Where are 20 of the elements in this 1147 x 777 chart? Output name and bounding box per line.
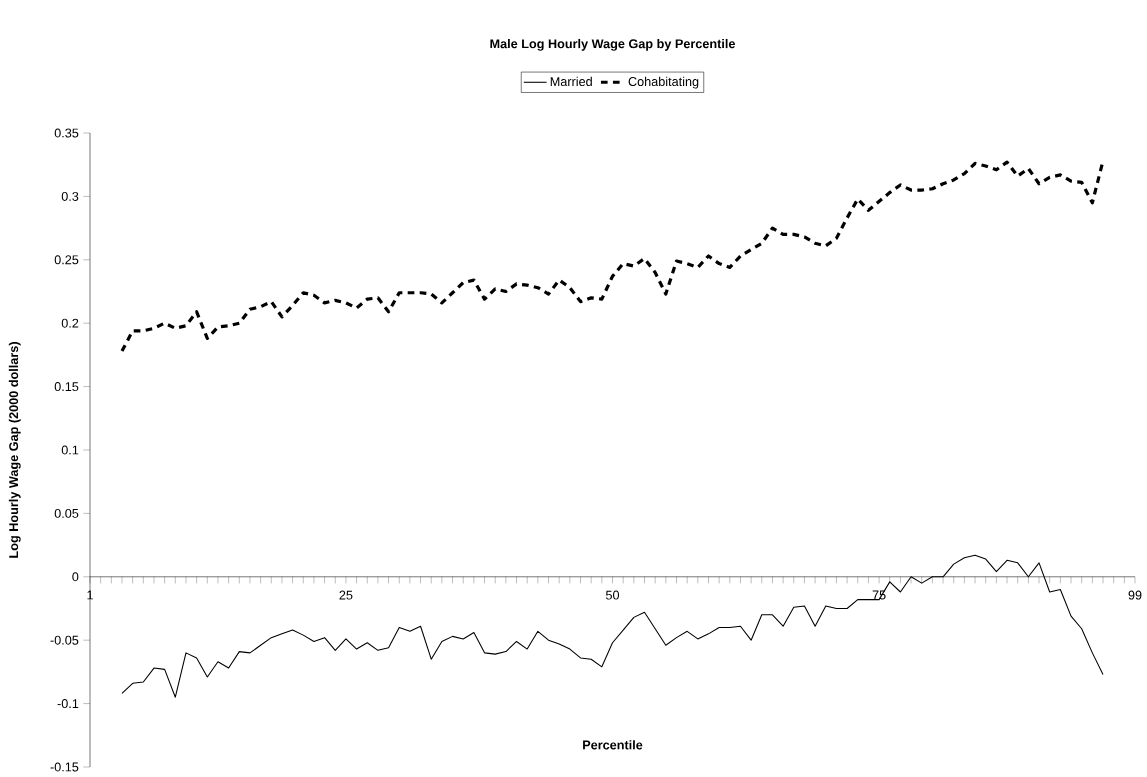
y-tick-label: 0.35 bbox=[54, 128, 79, 138]
legend-label: Cohabitating bbox=[628, 76, 699, 89]
y-tick-label: 0.3 bbox=[61, 191, 79, 201]
x-tick-label: 99 bbox=[1128, 590, 1142, 600]
y-tick-label: -0.05 bbox=[50, 635, 79, 645]
y-tick-label: 0.2 bbox=[61, 318, 79, 328]
y-axis-title: Log Hourly Wage Gap (2000 dollars) bbox=[8, 342, 21, 558]
x-tick-label: 1 bbox=[87, 590, 93, 600]
legend-label: Married bbox=[550, 76, 592, 87]
y-tick-label: 0 bbox=[72, 572, 79, 582]
y-tick-label: -0.15 bbox=[50, 762, 79, 772]
y-tick-label: 0.05 bbox=[54, 508, 79, 518]
y-tick-label: 0.1 bbox=[61, 445, 79, 455]
y-tick-label: 0.25 bbox=[54, 255, 79, 265]
x-tick-label: 50 bbox=[605, 590, 620, 600]
y-tick-label: 0.15 bbox=[54, 382, 79, 392]
y-tick-label: -0.1 bbox=[57, 699, 79, 709]
x-axis-title: Percentile bbox=[583, 740, 643, 750]
chart-title: Male Log Hourly Wage Gap by Percentile bbox=[490, 38, 735, 51]
x-tick-label: 25 bbox=[339, 590, 353, 600]
